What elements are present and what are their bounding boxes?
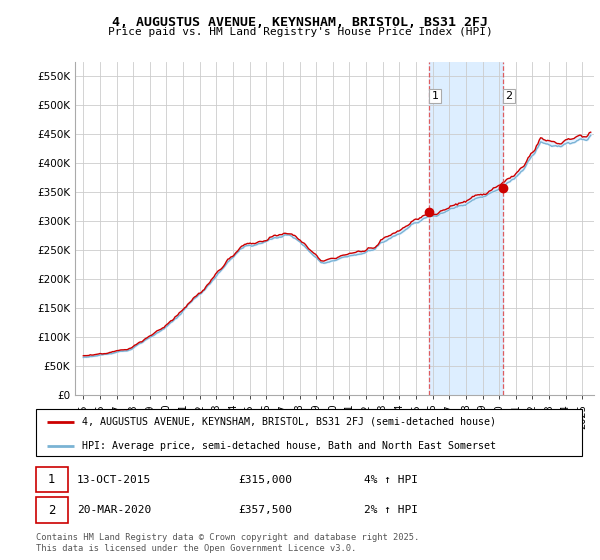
Text: 4, AUGUSTUS AVENUE, KEYNSHAM, BRISTOL, BS31 2FJ (semi-detached house): 4, AUGUSTUS AVENUE, KEYNSHAM, BRISTOL, B… [82, 417, 496, 427]
Text: 4% ↑ HPI: 4% ↑ HPI [364, 475, 418, 484]
Text: 2: 2 [48, 503, 56, 516]
Text: 2: 2 [505, 91, 512, 101]
Text: 1: 1 [48, 473, 56, 486]
Text: 1: 1 [431, 91, 439, 101]
Text: 13-OCT-2015: 13-OCT-2015 [77, 475, 151, 484]
Bar [36, 497, 68, 522]
Text: 4, AUGUSTUS AVENUE, KEYNSHAM, BRISTOL, BS31 2FJ: 4, AUGUSTUS AVENUE, KEYNSHAM, BRISTOL, B… [112, 16, 488, 29]
Bar [429, 62, 503, 395]
Text: 2% ↑ HPI: 2% ↑ HPI [364, 505, 418, 515]
Text: Contains HM Land Registry data © Crown copyright and database right 2025.
This d: Contains HM Land Registry data © Crown c… [36, 533, 419, 553]
Text: Price paid vs. HM Land Registry's House Price Index (HPI): Price paid vs. HM Land Registry's House … [107, 27, 493, 37]
Text: £357,500: £357,500 [238, 505, 292, 515]
Text: 20-MAR-2020: 20-MAR-2020 [77, 505, 151, 515]
Text: HPI: Average price, semi-detached house, Bath and North East Somerset: HPI: Average price, semi-detached house,… [82, 441, 496, 451]
Bar [36, 467, 68, 492]
Text: £315,000: £315,000 [238, 475, 292, 484]
